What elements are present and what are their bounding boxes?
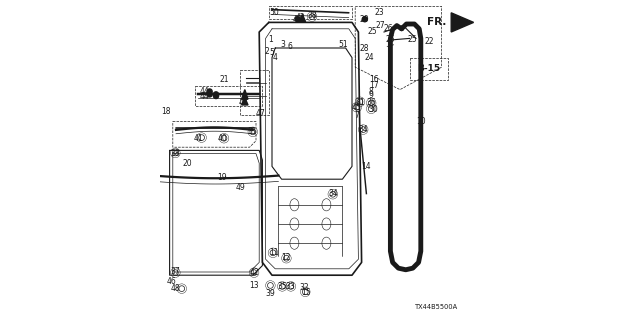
Polygon shape bbox=[451, 13, 474, 32]
Text: 49: 49 bbox=[235, 183, 245, 192]
Text: 9: 9 bbox=[369, 92, 374, 100]
Text: 23: 23 bbox=[374, 8, 384, 17]
Text: 32: 32 bbox=[299, 284, 309, 292]
Text: TX44B5500A: TX44B5500A bbox=[415, 304, 458, 309]
Text: 6: 6 bbox=[287, 42, 292, 51]
Text: 8: 8 bbox=[369, 87, 374, 96]
Text: 33: 33 bbox=[285, 282, 296, 291]
Text: FR.: FR. bbox=[427, 17, 447, 28]
Text: 35: 35 bbox=[277, 282, 287, 291]
Text: 48: 48 bbox=[170, 284, 180, 293]
Text: 37: 37 bbox=[170, 268, 180, 276]
Text: 51: 51 bbox=[339, 40, 348, 49]
Text: 2: 2 bbox=[265, 47, 269, 56]
Text: 43: 43 bbox=[292, 15, 303, 24]
Text: 17: 17 bbox=[369, 81, 380, 90]
Text: 25: 25 bbox=[385, 35, 396, 44]
Text: 31: 31 bbox=[247, 127, 257, 136]
Text: 45: 45 bbox=[352, 103, 362, 112]
Text: 27: 27 bbox=[376, 21, 386, 30]
Text: 43: 43 bbox=[238, 98, 248, 107]
Text: B-15: B-15 bbox=[417, 64, 440, 73]
Text: 18: 18 bbox=[161, 108, 170, 116]
Text: 36: 36 bbox=[366, 98, 376, 107]
Text: 26: 26 bbox=[384, 24, 394, 33]
Text: 22: 22 bbox=[424, 37, 433, 46]
Circle shape bbox=[295, 17, 300, 22]
Polygon shape bbox=[300, 14, 306, 22]
Text: 7: 7 bbox=[355, 111, 359, 120]
Text: 13: 13 bbox=[250, 281, 259, 290]
Polygon shape bbox=[242, 98, 248, 105]
Text: 20: 20 bbox=[182, 159, 192, 168]
Text: 46: 46 bbox=[166, 277, 176, 286]
Circle shape bbox=[214, 92, 219, 97]
Text: 41: 41 bbox=[193, 134, 204, 143]
Text: 40: 40 bbox=[218, 134, 227, 143]
Text: 19: 19 bbox=[218, 173, 227, 182]
Text: 15: 15 bbox=[301, 288, 310, 297]
Text: 31: 31 bbox=[355, 98, 365, 107]
Text: 34: 34 bbox=[358, 125, 368, 134]
Text: 14: 14 bbox=[362, 162, 371, 171]
Text: 28: 28 bbox=[360, 44, 369, 53]
Text: 1: 1 bbox=[268, 36, 273, 44]
Text: 12: 12 bbox=[282, 253, 291, 262]
Text: 25: 25 bbox=[408, 36, 418, 44]
Circle shape bbox=[207, 92, 212, 97]
Text: 25: 25 bbox=[368, 28, 378, 36]
Text: 16: 16 bbox=[369, 76, 380, 84]
Text: 5: 5 bbox=[269, 48, 274, 57]
Text: 44: 44 bbox=[199, 87, 209, 96]
Text: 38: 38 bbox=[170, 149, 180, 158]
Polygon shape bbox=[242, 90, 248, 99]
Text: 24: 24 bbox=[365, 53, 374, 62]
Text: 11: 11 bbox=[269, 248, 278, 257]
Text: 29: 29 bbox=[360, 15, 370, 24]
Text: 42: 42 bbox=[296, 13, 306, 22]
Circle shape bbox=[362, 17, 367, 22]
Text: 38: 38 bbox=[307, 12, 317, 20]
Text: 10: 10 bbox=[416, 117, 426, 126]
Circle shape bbox=[207, 89, 212, 94]
Text: 42: 42 bbox=[250, 268, 259, 277]
Text: 4: 4 bbox=[273, 53, 278, 62]
Text: 3: 3 bbox=[281, 40, 285, 49]
Text: 30: 30 bbox=[368, 105, 378, 114]
Text: 34: 34 bbox=[328, 189, 338, 198]
Text: 44: 44 bbox=[199, 92, 209, 101]
Text: 50: 50 bbox=[269, 8, 279, 17]
Text: 47: 47 bbox=[256, 109, 266, 118]
Text: 21: 21 bbox=[220, 76, 228, 84]
Circle shape bbox=[214, 93, 219, 99]
Text: 39: 39 bbox=[266, 289, 275, 298]
